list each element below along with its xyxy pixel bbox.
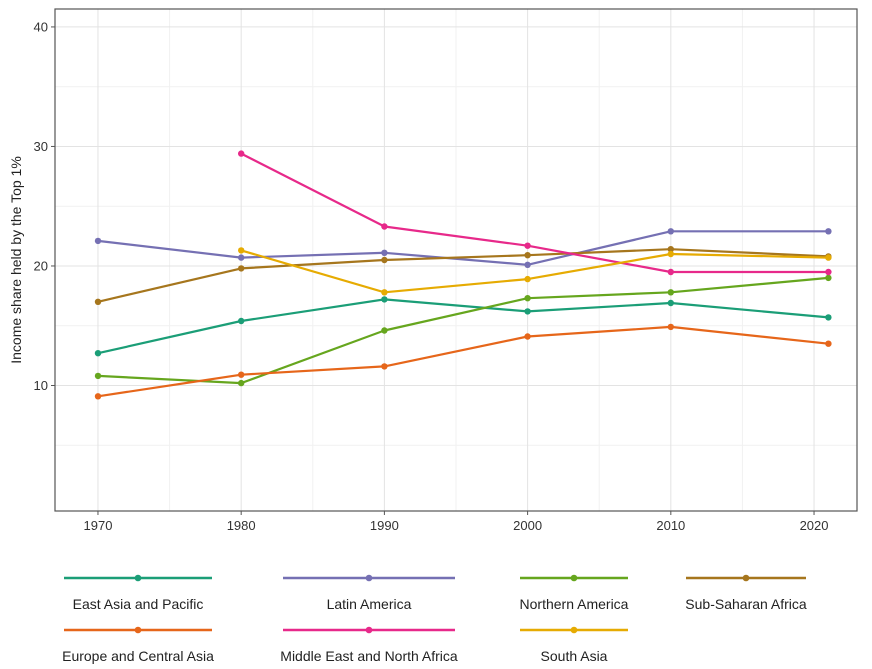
data-point [825,268,832,276]
plot-border [54,8,858,512]
data-point [238,247,245,254]
data-point [825,254,832,261]
legend-label: East Asia and Pacific [73,596,204,612]
data-point [238,254,245,261]
data-point [238,265,245,272]
data-point [238,371,245,378]
legend-label: Middle East and North Africa [280,648,458,664]
series-6 [238,247,832,296]
x-tick-label: 1990 [370,518,399,533]
x-tick-label: 2000 [513,518,542,533]
series-4 [94,323,832,400]
data-point [94,372,102,380]
data-point [94,350,102,357]
series-line [96,325,830,398]
legend-label: Latin America [327,596,412,612]
legend: East Asia and Pacific Latin America Northe… [62,574,807,664]
x-tick-label: 2020 [800,518,829,533]
data-point [825,228,832,235]
data-point [524,275,531,283]
legend-label: South Asia [541,648,608,664]
data-point [667,228,674,235]
legend-swatch-point [570,574,578,582]
x-tick-label: 1970 [84,518,113,533]
data-point [381,249,388,256]
legend-swatch-point [134,626,142,634]
legend-label: Sub-Saharan Africa [685,596,807,612]
series-line [96,230,830,266]
x-tick-label: 2010 [656,518,685,533]
data-point [94,237,102,245]
legend-item-3: Sub-Saharan Africa [685,574,807,612]
data-point [94,298,102,305]
data-point [381,256,388,264]
legend-label: Northern America [520,596,629,612]
data-point [238,150,245,157]
y-tick-label: 30 [34,139,48,154]
data-point [524,252,531,259]
axis-ticks: 1970 1980 1990 2000 2010 2020 10 20 30 40 [34,19,829,533]
data-point [667,246,674,253]
y-tick-label: 20 [34,258,48,273]
series-line [96,298,830,355]
y-tick-label: 40 [34,19,48,34]
data-point [524,261,531,268]
series-line [96,276,830,385]
legend-swatch-point [365,574,373,582]
data-point [524,295,531,302]
legend-swatch-point [742,574,750,582]
data-point [667,289,674,296]
data-point [667,299,674,307]
series-layer [94,150,832,400]
y-tick-label: 10 [34,378,48,393]
legend-item-5: Middle East and North Africa [280,626,458,664]
x-tick-label: 1980 [227,518,256,533]
data-point [667,250,674,258]
data-point [524,308,531,315]
legend-item-6: South Asia [520,626,628,664]
data-point [825,340,832,347]
y-axis-title: Income share held by the Top 1% [8,156,24,364]
data-point [825,274,832,282]
data-point [667,268,674,276]
series-1 [94,228,832,268]
data-point [381,296,388,303]
series-2 [94,274,832,387]
data-point [667,323,674,331]
data-point [238,317,245,325]
legend-swatch-point [365,626,373,634]
series-0 [94,296,832,357]
legend-swatch-point [134,574,142,582]
data-point [381,363,388,370]
data-point [825,314,832,321]
grid [55,9,857,511]
data-point [381,327,388,334]
series-line [96,248,830,303]
legend-swatch-point [570,626,578,634]
data-point [381,289,388,296]
data-point [94,393,102,400]
legend-item-0: East Asia and Pacific [64,574,212,612]
data-point [524,242,531,249]
legend-item-4: Europe and Central Asia [62,626,214,664]
data-point [381,223,388,230]
data-point [524,333,531,340]
legend-item-1: Latin America [283,574,455,612]
legend-label: Europe and Central Asia [62,648,214,664]
data-point [238,379,245,387]
legend-item-2: Northern America [520,574,629,612]
series-5 [238,150,832,276]
